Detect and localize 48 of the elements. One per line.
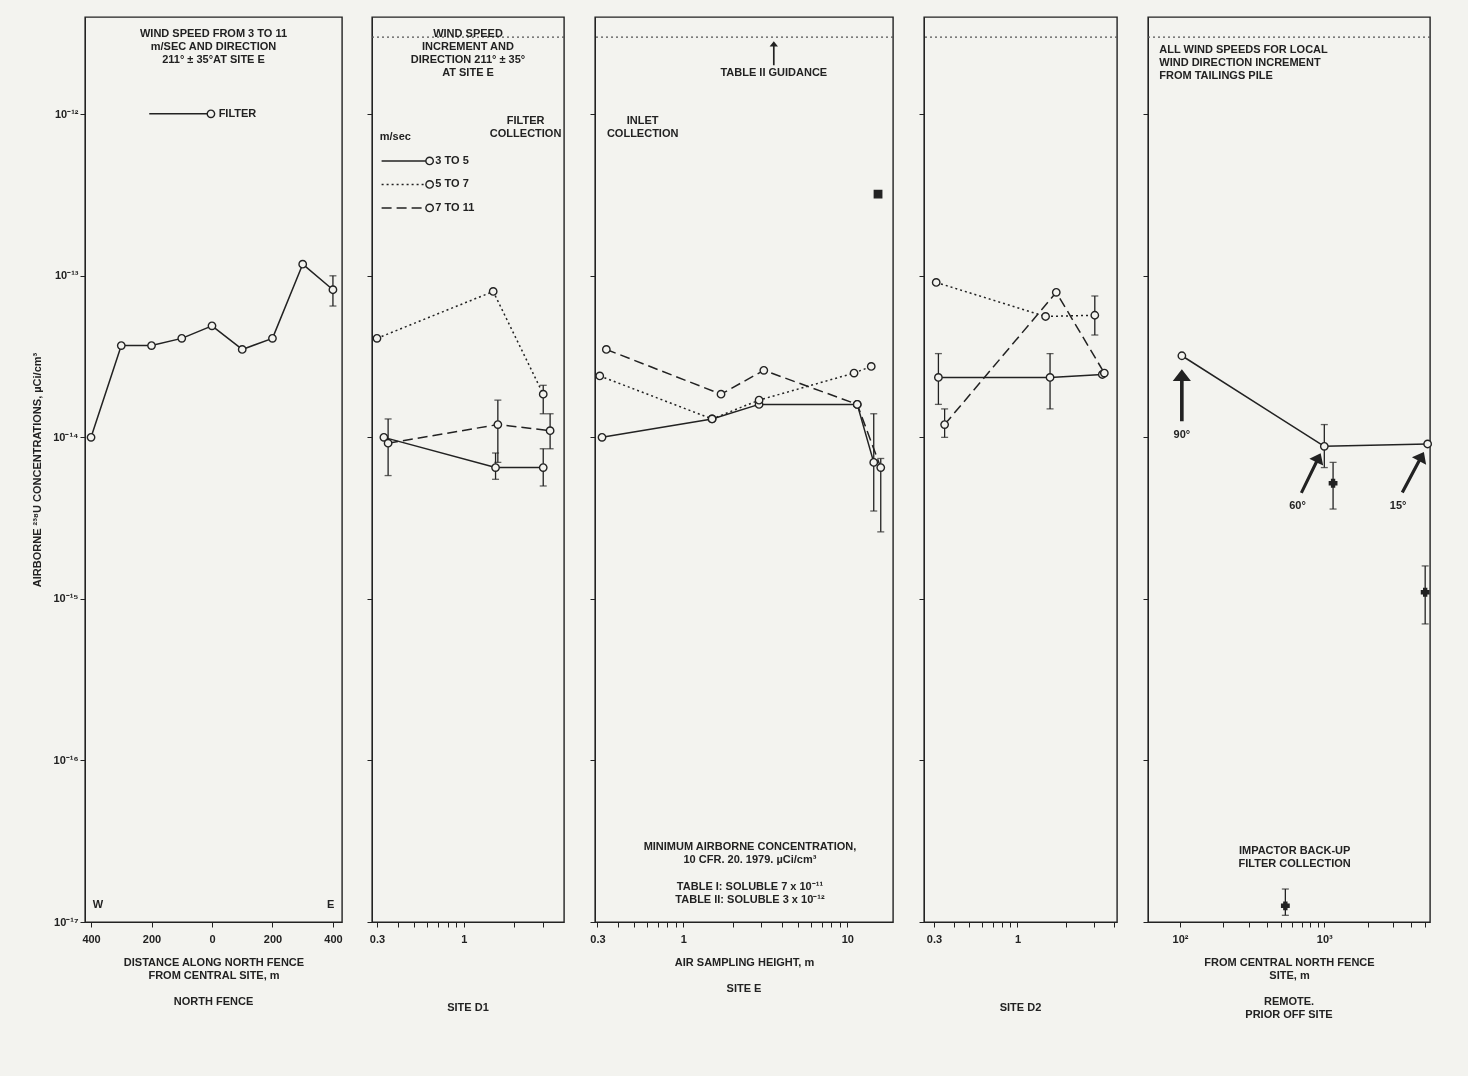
y-tick-label: 10⁻¹² <box>54 107 79 120</box>
annotation: W <box>92 898 104 911</box>
x-tick-label: 1 <box>1014 932 1022 945</box>
annotation: WIND SPEED FROM 3 TO 11 m/SEC AND DIRECTION 211° ± 35°AT SITE E <box>139 26 288 65</box>
legend-label: 7 TO 11 <box>435 200 475 213</box>
annotation: IMPACTOR BACK-UP FILTER COLLECTION <box>1238 844 1351 870</box>
text: NORTH FENCE <box>173 995 254 1007</box>
legend-title: m/sec <box>379 130 411 143</box>
x-axis-title: FROM CENTRAL NORTH FENCE SITE, m <box>1204 955 1375 981</box>
annotation: WIND SPEED INCREMENT AND DIRECTION 211° ± 35° AT SITE E <box>410 26 526 78</box>
x-tick-label: 1 <box>680 932 687 945</box>
x-tick-label: 200 <box>263 932 283 945</box>
x-tick-label: 0.3 <box>926 932 943 945</box>
text: REMOTE. PRIOR OFF SITE <box>1245 995 1333 1020</box>
text: SITE D1 <box>447 1001 489 1013</box>
y-tick-label: 10⁻¹⁶ <box>53 753 79 766</box>
annotation: ALL WIND SPEEDS FOR LOCAL WIND DIRECTION INCREMENT FROM TAILINGS PILE <box>1159 43 1329 82</box>
annotation: 60° <box>1289 499 1306 512</box>
y-tick-label: 10⁻¹⁴ <box>53 430 79 443</box>
ref-line-label: TABLE II GUIDANCE <box>720 66 828 79</box>
y-axis-title: AIRBORNE ²³⁸U CONCENTRATIONS, µCi/cm³ <box>31 352 44 588</box>
annotation: INLET COLLECTION <box>606 113 679 139</box>
legend-label: FILTER <box>218 106 257 119</box>
x-tick-label: 10³ <box>1316 932 1334 945</box>
x-tick-label: 400 <box>82 932 101 945</box>
annotation: E <box>326 898 335 911</box>
y-tick-label: 10⁻¹³ <box>54 269 79 282</box>
annotation: TABLE I: SOLUBLE 7 x 10⁻¹¹ TABLE II: SOLUBLE 3 x 10⁻¹² <box>675 880 825 906</box>
x-tick-label: 400 <box>324 932 343 945</box>
legend-label: 3 TO 5 <box>435 153 469 166</box>
x-tick-label: 200 <box>142 932 162 945</box>
x-axis-title: AIR SAMPLING HEIGHT, m <box>674 955 815 968</box>
x-axis-title: DISTANCE ALONG NORTH FENCE FROM CENTRAL SITE, m <box>123 955 305 981</box>
annotation: MINIMUM AIRBORNE CONCENTRATION, 10 CFR. 20. 1979. µCi/cm³ <box>643 839 857 865</box>
annotation: 15° <box>1389 499 1407 512</box>
y-tick-label: 10⁻¹⁷ <box>54 915 79 928</box>
legend-label: 5 TO 7 <box>435 177 469 190</box>
y-tick-label: 10⁻¹⁵ <box>53 592 79 605</box>
x-tick-label: 0 <box>209 932 216 945</box>
text: SITE D2 <box>999 1001 1042 1013</box>
annotation: FILTER COLLECTION <box>489 113 562 139</box>
x-tick-label: 10² <box>1172 932 1189 945</box>
text: SITE E <box>726 982 762 994</box>
x-tick-label: 0.3 <box>590 932 606 945</box>
annotation: 90° <box>1173 427 1191 440</box>
x-tick-label: 1 <box>461 932 468 945</box>
x-tick-label: 10 <box>841 932 854 945</box>
x-tick-label: 0.3 <box>369 932 386 945</box>
